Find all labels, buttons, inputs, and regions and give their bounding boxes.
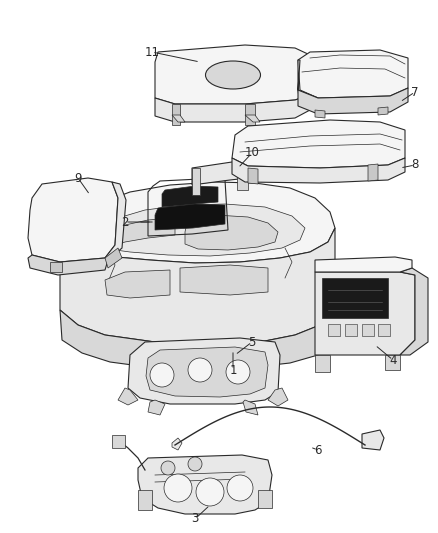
Polygon shape (185, 215, 278, 250)
Polygon shape (105, 248, 122, 268)
Polygon shape (28, 255, 108, 275)
Polygon shape (172, 104, 180, 125)
Polygon shape (60, 182, 335, 263)
Polygon shape (245, 115, 260, 122)
Polygon shape (315, 110, 325, 118)
Text: 9: 9 (74, 172, 82, 184)
Polygon shape (105, 182, 126, 260)
Polygon shape (172, 438, 182, 450)
Text: 11: 11 (145, 45, 159, 59)
Text: 1: 1 (229, 364, 237, 376)
Polygon shape (155, 95, 310, 122)
Polygon shape (268, 388, 288, 406)
Polygon shape (315, 272, 415, 355)
Polygon shape (105, 218, 175, 247)
Polygon shape (237, 162, 248, 190)
Polygon shape (298, 60, 318, 112)
Polygon shape (385, 355, 400, 370)
Polygon shape (192, 162, 248, 185)
Polygon shape (362, 430, 384, 450)
Polygon shape (315, 355, 330, 372)
Polygon shape (328, 324, 340, 336)
Text: 5: 5 (248, 335, 256, 349)
Polygon shape (362, 324, 374, 336)
Polygon shape (245, 104, 255, 125)
Circle shape (161, 461, 175, 475)
Polygon shape (248, 168, 258, 184)
Polygon shape (298, 88, 408, 114)
Polygon shape (345, 324, 357, 336)
Polygon shape (378, 107, 388, 115)
Polygon shape (28, 178, 118, 262)
Text: 7: 7 (411, 85, 419, 99)
Polygon shape (368, 164, 378, 181)
Polygon shape (258, 490, 272, 508)
Polygon shape (60, 228, 335, 344)
Circle shape (188, 457, 202, 471)
Text: 8: 8 (411, 158, 419, 172)
Circle shape (226, 360, 250, 384)
Text: 2: 2 (121, 215, 129, 229)
Polygon shape (105, 270, 170, 298)
Polygon shape (172, 115, 185, 122)
Polygon shape (180, 265, 268, 295)
Polygon shape (155, 204, 225, 230)
Text: 4: 4 (389, 353, 397, 367)
Polygon shape (232, 158, 405, 183)
Polygon shape (146, 347, 268, 397)
Polygon shape (60, 310, 335, 370)
Polygon shape (243, 400, 258, 415)
Polygon shape (378, 324, 390, 336)
Circle shape (188, 358, 212, 382)
Text: 10: 10 (244, 147, 259, 159)
Circle shape (196, 478, 224, 506)
Text: 6: 6 (314, 443, 322, 456)
Polygon shape (322, 278, 388, 318)
Polygon shape (148, 400, 165, 415)
Polygon shape (400, 268, 428, 355)
Polygon shape (138, 455, 272, 514)
Text: 3: 3 (191, 513, 199, 526)
Polygon shape (298, 50, 408, 98)
Ellipse shape (205, 61, 261, 89)
Circle shape (164, 474, 192, 502)
Polygon shape (192, 168, 200, 195)
Polygon shape (112, 435, 125, 448)
Circle shape (150, 363, 174, 387)
Polygon shape (118, 388, 138, 405)
Polygon shape (50, 262, 62, 272)
Circle shape (227, 475, 253, 501)
Polygon shape (232, 120, 405, 168)
Polygon shape (315, 257, 412, 272)
Polygon shape (95, 204, 305, 256)
Polygon shape (128, 338, 280, 404)
Polygon shape (155, 45, 310, 104)
Polygon shape (138, 490, 152, 510)
Polygon shape (162, 186, 218, 207)
